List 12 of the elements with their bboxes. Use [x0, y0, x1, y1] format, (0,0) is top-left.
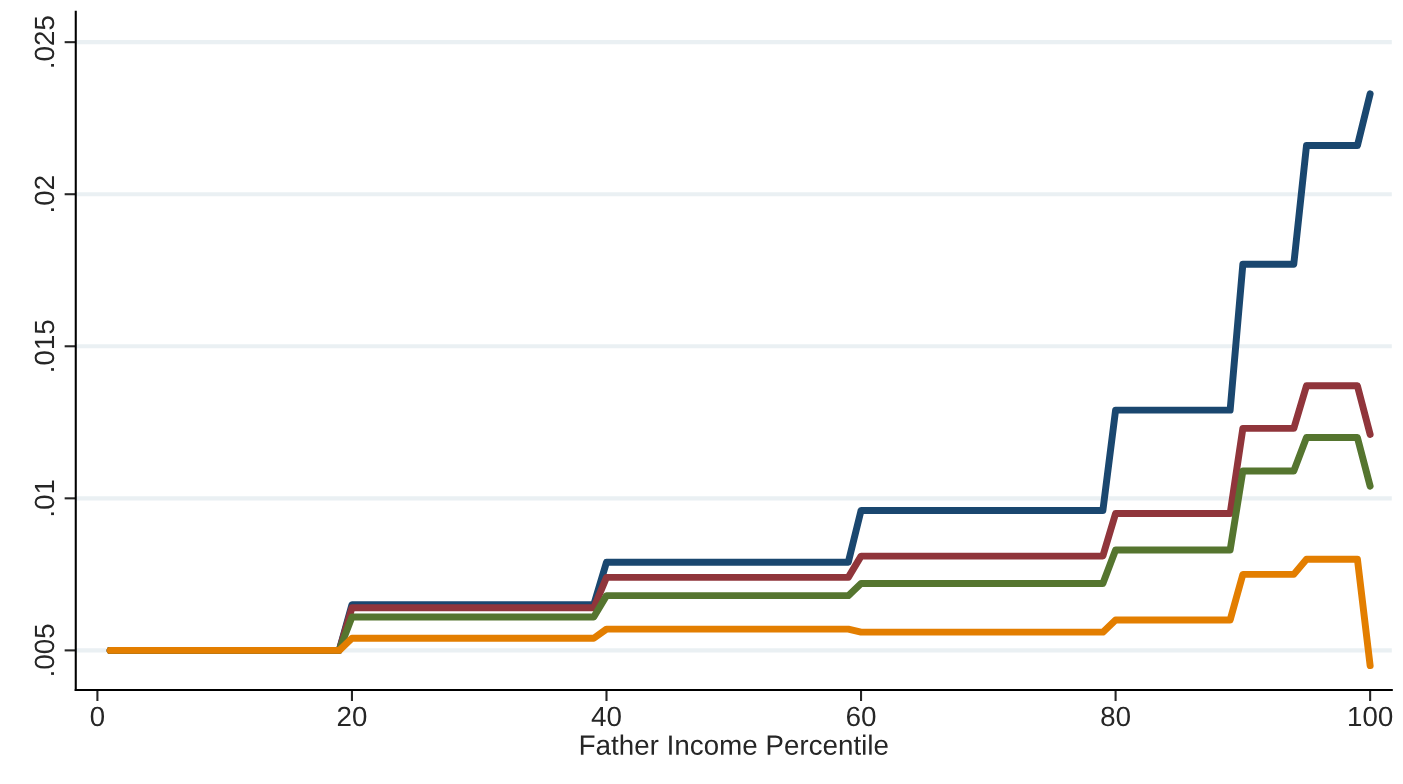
x-tick-label: 20	[337, 706, 367, 727]
y-tick-label: .025	[34, 16, 55, 67]
x-tick-label: 0	[90, 706, 105, 727]
y-tick-label: .01	[34, 480, 55, 516]
y-tick-label: .015	[34, 320, 55, 371]
x-tick-label: 60	[847, 706, 876, 727]
y-tick-label: .005	[34, 624, 55, 675]
x-tick-label: 40	[591, 706, 621, 727]
x-tick-label: 80	[1101, 706, 1130, 727]
x-axis-title: Father Income Percentile	[580, 734, 888, 755]
x-tick-label: 100	[1349, 706, 1393, 727]
y-tick-label: .02	[34, 176, 55, 211]
